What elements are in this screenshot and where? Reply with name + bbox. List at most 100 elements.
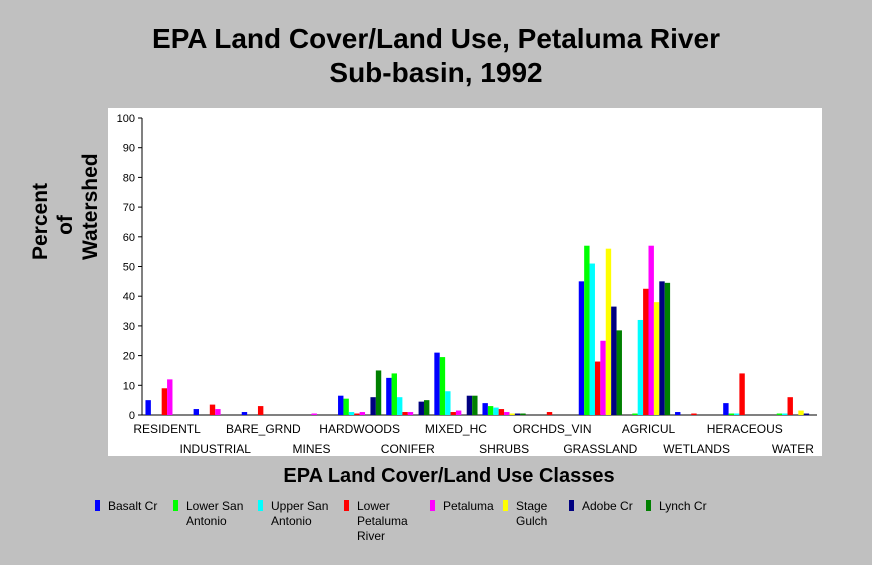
bar-lower-san-antonio-grassland [584,245,590,415]
bar-lower-petaluma-river-heraceous [739,373,745,415]
bar-stage-gulch-water [798,410,804,415]
bar-basalt-cr-heraceous [723,403,729,415]
bar-petaluma-shrubs [504,412,510,415]
y-axis-label-line-2: Watershed [79,153,102,260]
y-tick-label: 60 [123,232,135,244]
bar-lower-petaluma-river-grassland [594,361,601,415]
bar-stage-gulch-shrubs [509,413,515,415]
bar-upper-san-antonio-shrubs [493,407,499,415]
plot-area [108,108,822,456]
bar-upper-san-antonio-agricul [637,319,644,415]
category-label: MINES [292,442,330,456]
bar-lower-san-antonio-hardwoods [343,398,349,415]
category-label: CONIFER [381,442,435,456]
bar-upper-san-antonio-heraceous [733,413,740,415]
category-label: ORCHDS_VIN [513,422,592,436]
bar-petaluma-conifer [407,412,414,415]
bar-adobe-cr-hardwoods [370,397,376,415]
bar-petaluma-industrial [215,409,221,415]
bar-lower-petaluma-river-mixed-hc [450,412,456,415]
bar-lynch-cr-hardwoods [375,370,382,415]
bar-lower-petaluma-river-orchds-vin [546,412,553,415]
y-axis-label: Percent of Watershed [28,153,103,260]
y-tick-label: 80 [123,172,135,184]
bar-lower-san-antonio-conifer [391,373,397,415]
x-axis-label: EPA Land Cover/Land Use Classes [283,465,615,487]
bars-layer [145,245,810,415]
bar-lynch-cr-shrubs [520,413,526,415]
bar-petaluma-mixed-hc [455,410,462,415]
bar-basalt-cr-mixed-hc [434,352,440,415]
bar-basalt-cr-shrubs [482,403,488,415]
category-label: HARDWOODS [319,422,400,436]
y-axis-label-line-1: Percent of [29,182,77,260]
bar-lower-san-antonio-shrubs [487,406,494,415]
bar-adobe-cr-agricul [659,281,665,415]
bar-adobe-cr-grassland [611,306,617,415]
bar-petaluma-mines [311,413,317,415]
category-labels: RESIDENTL INDUSTRIAL BARE_GRND MINES HARDWOO… [133,422,814,456]
bar-basalt-cr-conifer [386,377,392,415]
bar-adobe-cr-shrubs [514,413,521,415]
bar-upper-san-antonio-mixed-hc [445,391,451,415]
bar-petaluma-grassland [600,340,606,415]
axis-layer: 0 10 20 30 40 50 60 70 80 90 100 [117,113,817,422]
bar-lynch-cr-agricul [664,282,671,415]
bar-lower-petaluma-river-hardwoods [354,413,360,415]
bar-lower-petaluma-river-agricul [643,288,649,415]
category-label: GRASSLAND [563,442,637,456]
bar-lower-petaluma-river-water [787,397,793,415]
bar-lower-petaluma-river-industrial [209,404,216,415]
bar-lower-petaluma-river-shrubs [498,409,505,415]
category-label: MIXED_HC [425,422,487,436]
bar-lower-petaluma-river-conifer [402,412,408,415]
bar-basalt-cr-wetlands [675,412,681,415]
bar-upper-san-antonio-grassland [589,263,595,415]
bar-lower-petaluma-river-residentl [161,388,168,415]
bar-upper-san-antonio-water [782,413,788,415]
category-label: RESIDENTL [133,422,201,436]
y-tick-label: 90 [123,143,135,155]
bar-basalt-cr-industrial [193,409,200,415]
chart-title-line-2: Sub-basin, 1992 [329,57,543,88]
bar-basalt-cr-residentl [145,400,151,415]
bar-basalt-cr-bare-grnd [241,412,248,415]
bar-lower-petaluma-river-wetlands [691,413,697,415]
bar-stage-gulch-agricul [653,302,660,415]
y-tick-label: 0 [129,410,135,422]
bar-adobe-cr-water [803,413,810,415]
bar-basalt-cr-grassland [578,281,585,415]
bar-stage-gulch-grassland [605,248,612,415]
bar-upper-san-antonio-hardwoods [348,412,355,415]
bar-lower-san-antonio-water [776,413,783,415]
bar-adobe-cr-mixed-hc [466,395,473,415]
chart-title-line-1: EPA Land Cover/Land Use, Petaluma River [152,23,720,54]
bar-petaluma-agricul [648,245,654,415]
y-tick-label: 70 [123,202,135,214]
bar-lynch-cr-grassland [616,330,622,415]
category-label: INDUSTRIAL [180,442,252,456]
bar-petaluma-hardwoods [359,412,366,415]
y-tick-label: 50 [123,262,135,274]
bar-lynch-cr-mixed-hc [472,395,478,415]
bar-lower-san-antonio-mixed-hc [439,357,446,415]
category-label: AGRICUL [622,422,676,436]
category-label: HERACEOUS [707,422,783,436]
bar-lower-san-antonio-heraceous [728,413,734,415]
bar-lynch-cr-conifer [423,400,430,415]
bar-basalt-cr-hardwoods [338,395,344,415]
bar-upper-san-antonio-conifer [396,397,403,415]
category-label: BARE_GRND [226,422,301,436]
bar-lower-san-antonio-agricul [632,413,638,415]
y-tick-label: 20 [123,351,135,363]
category-label: SHRUBS [479,442,529,456]
category-label: WETLANDS [663,442,730,456]
category-label: WATER [772,442,814,456]
y-tick-label: 10 [123,380,135,392]
y-tick-label: 40 [123,291,135,303]
y-tick-label: 30 [123,321,135,333]
chart-title: EPA Land Cover/Land Use, Petaluma River … [0,22,872,90]
bar-lower-petaluma-river-bare-grnd [257,406,264,415]
bar-adobe-cr-conifer [418,401,424,415]
